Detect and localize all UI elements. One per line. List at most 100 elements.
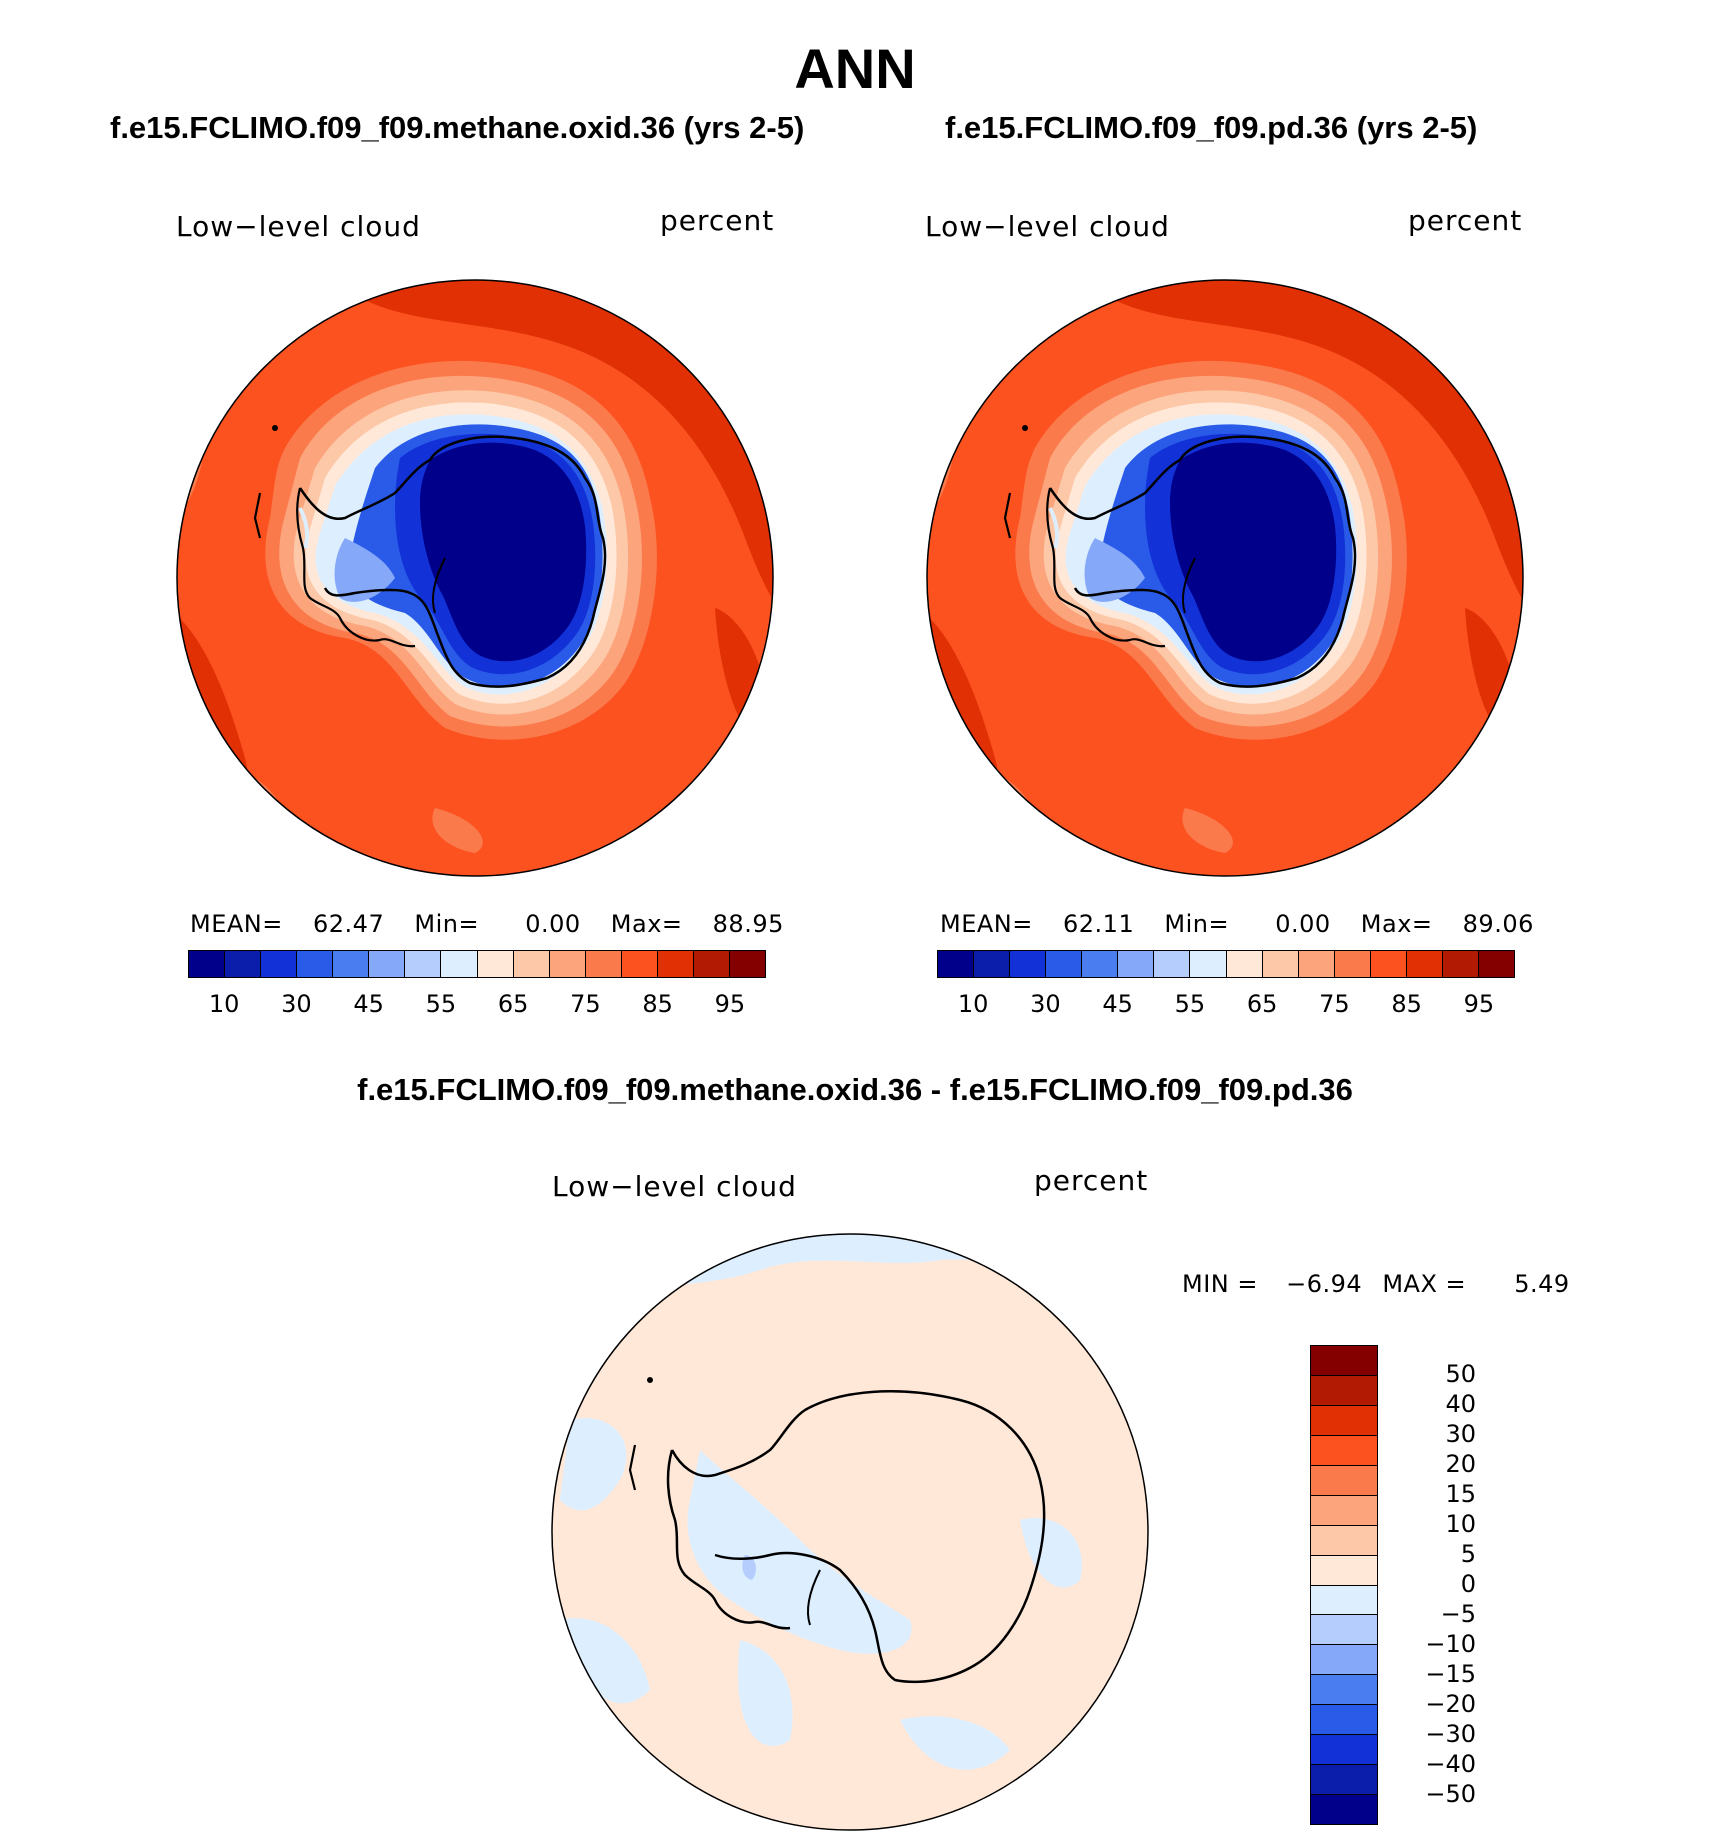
- panel2-colorbar-tick-label: 45: [1102, 990, 1133, 1018]
- panel2-colorbar-swatch-12: [1370, 951, 1407, 977]
- panel2-colorbar-swatch-1: [974, 951, 1011, 977]
- panel2-colorbar-swatch-13: [1406, 951, 1443, 977]
- panel1-colorbar-swatch-2: [261, 951, 298, 977]
- panel1-mean-value: 62.47: [313, 910, 385, 938]
- panel2-colorbar-tick-label: 30: [1030, 990, 1061, 1018]
- diff-max-label: MAX =: [1382, 1270, 1467, 1298]
- figure-title: ANN: [794, 37, 916, 100]
- panel1-colorbar-swatch-11: [585, 951, 622, 977]
- diff-colorbar-swatch-13: [1311, 1735, 1377, 1766]
- panel2-colorbar-tick-label: 65: [1246, 990, 1278, 1018]
- diff-min-label: MIN =: [1182, 1270, 1258, 1298]
- panel2-colorbar: [937, 950, 1515, 978]
- diff-colorbar-tick-label: 10: [1445, 1510, 1476, 1538]
- diff-colorbar-swatch-14: [1311, 1765, 1377, 1796]
- panel2-colorbar-ticks: 10 30 45 55 65 75 85 95: [937, 990, 1515, 1020]
- diff-colorbar-tick-label: −50: [1425, 1780, 1476, 1808]
- panel2-colorbar-tick-label: 10: [957, 990, 989, 1018]
- panel2-colorbar-swatch-7: [1190, 951, 1227, 977]
- diff-colorbar-swatch-11: [1311, 1675, 1377, 1706]
- diff-colorbar-tick-label: 0: [1460, 1570, 1476, 1598]
- diff-map-field: [552, 1234, 1148, 1830]
- panel2-colorbar-swatch-2: [1010, 951, 1047, 977]
- panel1-colorbar-tick-label: 65: [497, 990, 529, 1018]
- diff-colorbar-tick-label: 40: [1445, 1390, 1476, 1418]
- panel2-colorbar-tick-label: 85: [1391, 990, 1422, 1018]
- diff-colorbar-swatch-7: [1311, 1555, 1377, 1586]
- panel1-colorbar-swatch-8: [477, 951, 514, 977]
- panel1-colorbar-tick-label: 45: [353, 990, 384, 1018]
- diff-colorbar-tick-label: −40: [1425, 1750, 1476, 1778]
- diff-colorbar-tick-label: −5: [1440, 1600, 1476, 1628]
- panel1-colorbar-swatch-9: [513, 951, 550, 977]
- diff-colorbar-swatch-1: [1311, 1375, 1377, 1406]
- panel1-colorbar-tick-label: 95: [714, 990, 746, 1018]
- panel1-units-label: percent: [660, 204, 775, 237]
- panel1-min-value: 0.00: [525, 910, 581, 938]
- diff-colorbar-swatch-8: [1311, 1585, 1377, 1616]
- panel2-units-label: percent: [1408, 204, 1523, 237]
- panel1-map-field: [177, 280, 773, 876]
- diff-min-value: −6.94: [1286, 1270, 1363, 1298]
- panel1-colorbar-swatch-12: [621, 951, 658, 977]
- panel2-max-value: 89.06: [1462, 910, 1534, 938]
- panel1-colorbar-swatch-14: [693, 951, 730, 977]
- panel2-mean-label: MEAN=: [940, 910, 1033, 938]
- panel1-colorbar-swatch-10: [549, 951, 586, 977]
- diff-colorbar-swatch-0: [1311, 1346, 1377, 1376]
- panel1-colorbar-swatch-0: [189, 951, 226, 977]
- diff-title: f.e15.FCLIMO.f09_f09.methane.oxid.36 - f…: [357, 1072, 1353, 1107]
- panel1-case-title: f.e15.FCLIMO.f09_f09.methane.oxid.36 (yr…: [110, 110, 805, 145]
- panel1-colorbar: [188, 950, 766, 978]
- panel2-mean-value: 62.11: [1063, 910, 1135, 938]
- diff-colorbar-swatch-4: [1311, 1465, 1377, 1496]
- panel1-variable-label: Low−level cloud: [176, 210, 421, 243]
- diff-colorbar-tick-label: −30: [1425, 1720, 1476, 1748]
- panel2-colorbar-swatch-11: [1334, 951, 1371, 977]
- panel1-colorbar-tick-label: 55: [425, 990, 457, 1018]
- panel2-colorbar-tick-label: 95: [1463, 990, 1495, 1018]
- diff-colorbar-swatch-6: [1311, 1525, 1377, 1556]
- panel1-colorbar-swatch-3: [297, 951, 334, 977]
- panel1-colorbar-swatch-6: [405, 951, 442, 977]
- diff-colorbar-tick-label: −10: [1425, 1630, 1476, 1658]
- diff-units-label: percent: [1034, 1164, 1149, 1197]
- panel2-colorbar-tick-label: 75: [1319, 990, 1350, 1018]
- panel2-stats: MEAN= 62.11 Min= 0.00 Max= 89.06: [940, 910, 1533, 938]
- diff-colorbar-tick-label: 20: [1445, 1450, 1476, 1478]
- diff-colorbar-swatch-2: [1311, 1405, 1377, 1436]
- panel2-min-label: Min=: [1164, 910, 1230, 938]
- panel2-colorbar-swatch-9: [1262, 951, 1299, 977]
- panel1-colorbar-swatch-7: [441, 951, 478, 977]
- panel2-colorbar-tick-label: 55: [1174, 990, 1206, 1018]
- diff-colorbar-swatch-5: [1311, 1495, 1377, 1526]
- diff-colorbar-tick-label: 5: [1460, 1540, 1476, 1568]
- panel1-stats: MEAN= 62.47 Min= 0.00 Max= 88.95: [190, 910, 783, 938]
- diff-colorbar: [1310, 1345, 1378, 1825]
- diff-colorbar-tick-label: 15: [1445, 1480, 1476, 1508]
- diff-colorbar-tick-label: 50: [1445, 1360, 1476, 1388]
- panel1-max-label: Max=: [610, 910, 683, 938]
- panel1-colorbar-tick-label: 30: [281, 990, 312, 1018]
- panel1-colorbar-swatch-4: [333, 951, 370, 977]
- diff-colorbar-swatch-10: [1311, 1645, 1377, 1676]
- panel1-colorbar-tick-label: 85: [642, 990, 673, 1018]
- panel2-colorbar-swatch-5: [1118, 951, 1155, 977]
- panel2-min-value: 0.00: [1275, 910, 1331, 938]
- panel2-map-field: [927, 280, 1523, 876]
- panel1-mean-label: MEAN=: [190, 910, 283, 938]
- panel1-colorbar-swatch-15: [729, 951, 765, 977]
- diff-colorbar-tick-label: 30: [1445, 1420, 1476, 1448]
- panel1-map-border: [176, 279, 774, 877]
- panel2-map-border: [926, 279, 1524, 877]
- panel2-max-label: Max=: [1360, 910, 1433, 938]
- panel1-colorbar-ticks: 10 30 45 55 65 75 85 95: [188, 990, 766, 1020]
- diff-colorbar-swatch-9: [1311, 1615, 1377, 1646]
- diff-colorbar-ticks: 50 40 30 20 15 10 5 0 −5 −10 −15 −20 −30 −40 −50: [1386, 1345, 1476, 1825]
- panel2-colorbar-swatch-4: [1082, 951, 1119, 977]
- panel1-colorbar-tick-label: 10: [208, 990, 240, 1018]
- diff-colorbar-tick-label: −15: [1425, 1660, 1476, 1688]
- diff-variable-label: Low−level cloud: [552, 1170, 797, 1203]
- panel1-colorbar-swatch-13: [657, 951, 694, 977]
- panel2-colorbar-swatch-6: [1154, 951, 1191, 977]
